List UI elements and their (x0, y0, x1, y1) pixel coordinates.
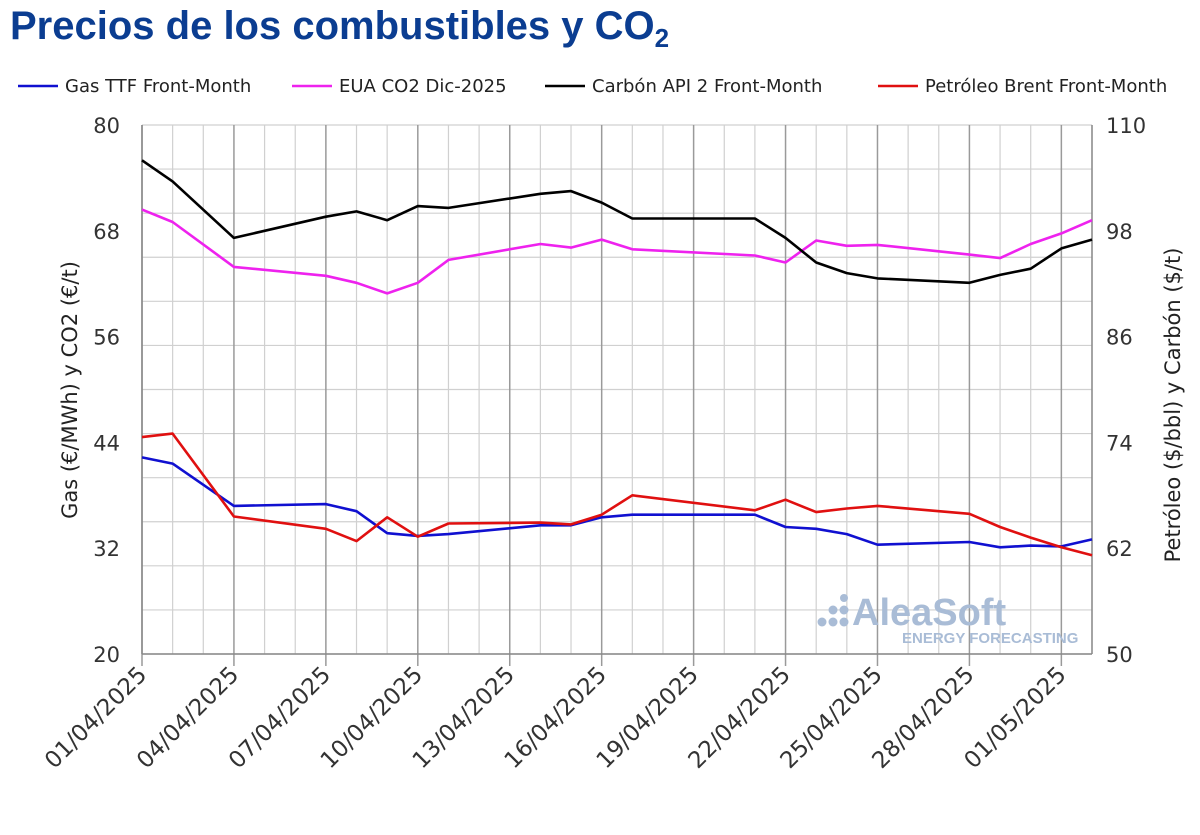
y-tick-right: 50 (1106, 643, 1133, 667)
page-title: Precios de los combustibles y CO2 (10, 4, 669, 54)
x-axis: 01/04/202504/04/202507/04/202510/04/2025… (40, 662, 1071, 774)
y-tick-left: 80 (93, 114, 120, 138)
legend: Gas TTF Front-Month EUA CO2 Dic-2025 Carbó… (18, 76, 1167, 97)
y-tick-right: 62 (1106, 537, 1133, 561)
logo-dot (828, 617, 838, 627)
legend-entry: Carbón API 2 Front-Month (592, 76, 822, 97)
series-line-gas-ttf-front-month (141, 456, 1093, 549)
y-axis-left-label: Gas (€/MWh) y CO2 (€/t) (58, 261, 82, 519)
title-main: Precios de los combustibles y CO (10, 4, 655, 48)
watermark-tagline: ENERGY FORECASTING (902, 630, 1078, 647)
aleasoft-watermark: AleaSoft ENERGY FORECASTING (817, 592, 1078, 647)
y-tick-left: 68 (93, 220, 120, 244)
y-tick-left: 44 (93, 431, 120, 455)
legend-entry: EUA CO2 Dic-2025 (339, 76, 507, 97)
y-tick-left: 20 (93, 643, 120, 667)
y-tick-right: 98 (1106, 220, 1133, 244)
watermark-brand: AleaSoft (852, 592, 1006, 634)
aleasoft-logo-dots-icon (817, 594, 849, 627)
y-tick-right: 74 (1106, 431, 1133, 455)
logo-dot (839, 605, 849, 615)
y-axis-left: 20 32 44 56 68 80 (93, 114, 120, 667)
y-tick-right: 86 (1106, 326, 1133, 350)
series-line-carb-n-api-2-front-month (141, 159, 1093, 285)
legend-entry: Gas TTF Front-Month (65, 76, 251, 97)
logo-dot (840, 594, 848, 602)
y-axis-right-label: Petróleo ($/bbl) y Carbón ($/t) (1161, 248, 1185, 563)
y-tick-right: 110 (1106, 114, 1146, 138)
title-subscript: 2 (654, 23, 670, 53)
y-axis-right: 50 62 74 86 98 110 (1106, 114, 1146, 667)
chart-grid (141, 124, 1093, 666)
y-tick-left: 56 (93, 326, 120, 350)
logo-dot (839, 617, 849, 627)
logo-dot (828, 605, 838, 615)
series-line-petr-leo-brent-front-month (141, 432, 1093, 557)
series-layer (141, 159, 1093, 557)
legend-entry: Petróleo Brent Front-Month (925, 76, 1167, 97)
y-tick-left: 32 (93, 537, 120, 561)
series-line-eua-co2-dic-2025 (141, 208, 1093, 295)
logo-dot (817, 617, 827, 627)
